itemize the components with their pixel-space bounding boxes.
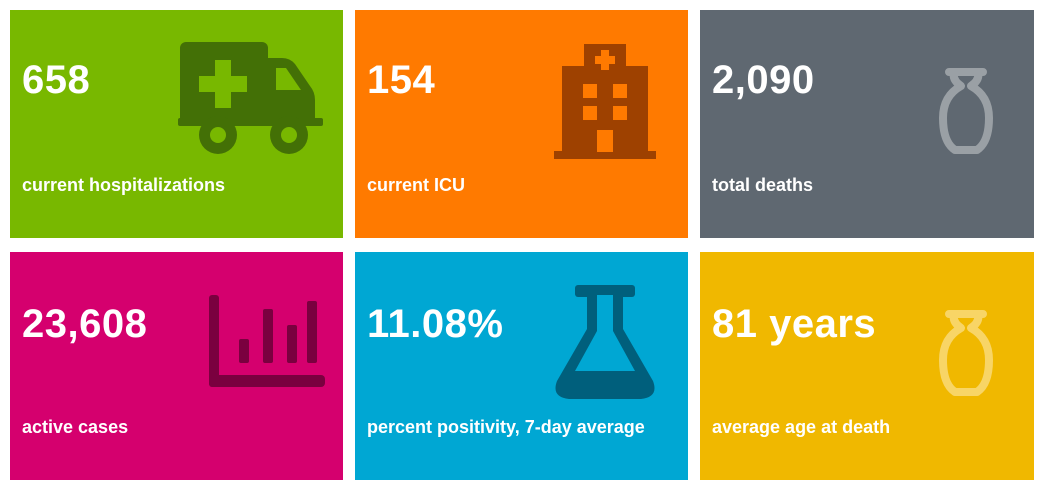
stat-label: current hospitalizations (22, 175, 226, 195)
hospital-icon (554, 44, 656, 160)
ambulance-icon (178, 42, 323, 156)
stat-tile-positivity: 11.08% percent positivity, 7-day average (355, 252, 688, 480)
stat-value: 81 years (712, 302, 877, 346)
urn-icon (937, 68, 995, 156)
stat-label: total deaths (712, 175, 814, 195)
flask-icon (553, 285, 657, 401)
stat-value: 658 (22, 58, 91, 102)
stat-label: active cases (22, 417, 129, 437)
stat-label: average age at death (712, 417, 891, 437)
urn-icon (937, 310, 995, 398)
stat-value: 154 (367, 58, 436, 102)
stat-tile-avg-age: 81 years average age at death (700, 252, 1034, 480)
stat-tile-icu: 154 current ICU (355, 10, 688, 238)
stat-tile-deaths: 2,090 total deaths (700, 10, 1034, 238)
stat-tile-active-cases: 23,608 active cases (10, 252, 343, 480)
stat-value: 23,608 (22, 302, 148, 346)
stat-value: 2,090 (712, 58, 815, 102)
stat-label: current ICU (367, 175, 466, 195)
stat-value: 11.08% (367, 302, 504, 346)
bar-chart-icon (209, 295, 325, 387)
stat-tile-hospitalizations: 658 current hospitalizations (10, 10, 343, 238)
stat-label: percent positivity, 7-day average (367, 417, 645, 437)
